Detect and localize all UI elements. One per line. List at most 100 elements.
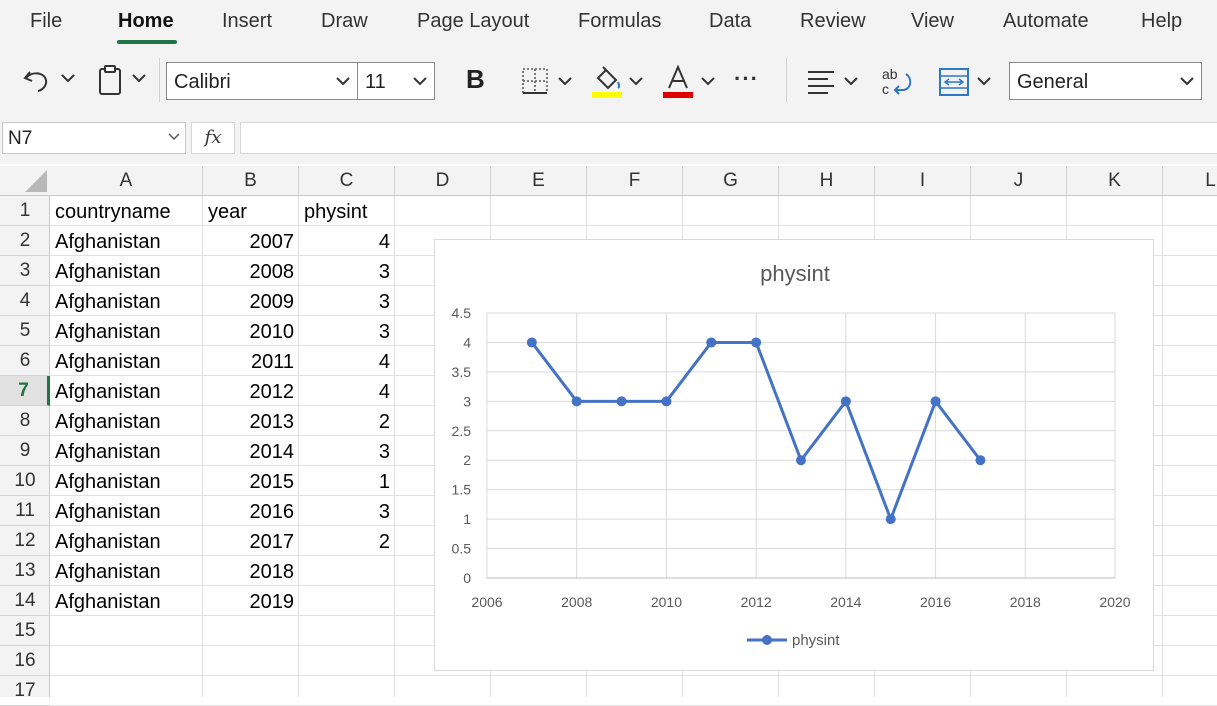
cell-c3[interactable]: 3: [378, 261, 390, 283]
row-header-12[interactable]: 12: [0, 526, 50, 556]
row-header-9[interactable]: 9: [0, 436, 50, 466]
cell-b6[interactable]: 2011: [250, 351, 294, 373]
row-header-1[interactable]: 1: [0, 196, 50, 226]
row-header-3[interactable]: 3: [0, 256, 50, 286]
cell-b13[interactable]: 2018: [249, 561, 295, 583]
row-header-6[interactable]: 6: [0, 346, 50, 376]
menu-tab-data[interactable]: Data: [709, 10, 752, 32]
column-header-g[interactable]: G: [683, 166, 779, 196]
undo-dropdown-chevron-icon[interactable]: [60, 71, 76, 87]
cell-b14[interactable]: 2019: [249, 591, 295, 613]
cell-b9[interactable]: 2014: [249, 441, 295, 463]
column-header-d[interactable]: D: [395, 166, 491, 196]
font-size-select[interactable]: 11: [357, 62, 435, 100]
line-chart[interactable]: physint 0 0.5 1 1.5 2 2.5 3 3.5 4 4.5 2006 2008 2010 2…: [434, 239, 1154, 671]
column-header-b[interactable]: B: [203, 166, 299, 196]
cell-a2[interactable]: Afghanistan: [55, 231, 161, 253]
cell-a8[interactable]: Afghanistan: [55, 411, 161, 433]
column-header-k[interactable]: K: [1067, 166, 1163, 196]
row-header-15[interactable]: 15: [0, 616, 50, 646]
menu-tab-automate[interactable]: Automate: [1003, 10, 1089, 32]
cell-a12[interactable]: Afghanistan: [55, 531, 161, 553]
menu-tab-home[interactable]: Home: [118, 10, 174, 32]
row-header-8[interactable]: 8: [0, 406, 50, 436]
cell-b3[interactable]: 2008: [249, 261, 295, 283]
cell-c11[interactable]: 3: [378, 501, 390, 523]
row-header-10[interactable]: 10: [0, 466, 50, 496]
row-header-17[interactable]: 17: [0, 676, 50, 706]
column-header-f[interactable]: F: [587, 166, 683, 196]
menu-tab-file[interactable]: File: [30, 10, 63, 32]
cell-c10[interactable]: 1: [378, 471, 390, 493]
cell-a9[interactable]: Afghanistan: [55, 441, 161, 463]
fill-color-dropdown-chevron-icon[interactable]: [628, 74, 644, 90]
cell-b1[interactable]: year: [208, 201, 247, 223]
merge-dropdown-chevron-icon[interactable]: [976, 74, 992, 90]
cell-a1[interactable]: countryname: [55, 201, 171, 223]
formula-input[interactable]: [240, 122, 1217, 154]
align-button[interactable]: [806, 68, 836, 101]
row-header-14[interactable]: 14: [0, 586, 50, 616]
row-header-5[interactable]: 5: [0, 316, 50, 346]
fill-color-button[interactable]: [592, 64, 624, 105]
name-box[interactable]: N7: [2, 122, 186, 154]
cell-b5[interactable]: 2010: [249, 321, 295, 343]
cell-c9[interactable]: 3: [378, 441, 390, 463]
select-all-button[interactable]: [0, 166, 50, 196]
cell-a11[interactable]: Afghanistan: [55, 501, 161, 523]
column-header-i[interactable]: I: [875, 166, 971, 196]
menu-tab-help[interactable]: Help: [1141, 10, 1183, 32]
cell-c7[interactable]: 4: [378, 381, 390, 403]
number-format-select[interactable]: General: [1009, 62, 1202, 100]
row-header-4[interactable]: 4: [0, 286, 50, 316]
font-name-select[interactable]: Calibri: [166, 62, 358, 100]
cell-b11[interactable]: 2016: [249, 501, 295, 523]
menu-tab-formulas[interactable]: Formulas: [578, 10, 662, 32]
borders-dropdown-chevron-icon[interactable]: [557, 74, 573, 90]
cell-b8[interactable]: 2013: [249, 411, 295, 433]
align-dropdown-chevron-icon[interactable]: [843, 74, 859, 90]
paste-button[interactable]: [97, 64, 123, 101]
cell-a3[interactable]: Afghanistan: [55, 261, 161, 283]
cell-b4[interactable]: 2009: [249, 291, 295, 313]
cell-b7[interactable]: 2012: [249, 381, 295, 403]
cell-a7[interactable]: Afghanistan: [55, 381, 161, 403]
font-color-dropdown-chevron-icon[interactable]: [700, 74, 716, 90]
cell-a10[interactable]: Afghanistan: [55, 471, 161, 493]
bold-button[interactable]: B: [466, 64, 485, 94]
row-header-16[interactable]: 16: [0, 646, 50, 676]
menu-tab-draw[interactable]: Draw: [321, 10, 368, 32]
column-header-e[interactable]: E: [491, 166, 587, 196]
cell-c4[interactable]: 3: [378, 291, 390, 313]
row-header-11[interactable]: 11: [0, 496, 50, 526]
cell-c1[interactable]: physint: [304, 201, 368, 223]
cell-c6[interactable]: 4: [378, 351, 390, 373]
cell-a13[interactable]: Afghanistan: [55, 561, 161, 583]
cell-a6[interactable]: Afghanistan: [55, 351, 161, 373]
cell-c12[interactable]: 2: [378, 531, 390, 553]
cell-c5[interactable]: 3: [378, 321, 390, 343]
menu-tab-insert[interactable]: Insert: [222, 10, 273, 32]
cell-c8[interactable]: 2: [378, 411, 390, 433]
column-header-j[interactable]: J: [971, 166, 1067, 196]
undo-button[interactable]: [22, 66, 52, 99]
menu-tab-view[interactable]: View: [911, 10, 954, 32]
more-options-button[interactable]: ···: [734, 66, 759, 91]
row-header-2[interactable]: 2: [0, 226, 50, 256]
row-header-7[interactable]: 7: [0, 376, 50, 406]
column-header-c[interactable]: C: [299, 166, 395, 196]
cell-c2[interactable]: 4: [378, 231, 390, 253]
column-header-l[interactable]: L: [1163, 166, 1217, 196]
insert-function-button[interactable]: fx: [191, 122, 235, 154]
column-header-h[interactable]: H: [779, 166, 875, 196]
cell-b10[interactable]: 2015: [249, 471, 295, 493]
menu-tab-page-layout[interactable]: Page Layout: [417, 10, 530, 32]
cell-b12[interactable]: 2017: [249, 531, 295, 553]
menu-tab-review[interactable]: Review: [800, 10, 866, 32]
cell-a4[interactable]: Afghanistan: [55, 291, 161, 313]
borders-button[interactable]: [522, 68, 548, 99]
font-color-button[interactable]: [663, 64, 695, 105]
merge-cells-button[interactable]: [939, 68, 969, 101]
column-header-a[interactable]: A: [50, 166, 203, 196]
paste-dropdown-chevron-icon[interactable]: [131, 71, 147, 87]
